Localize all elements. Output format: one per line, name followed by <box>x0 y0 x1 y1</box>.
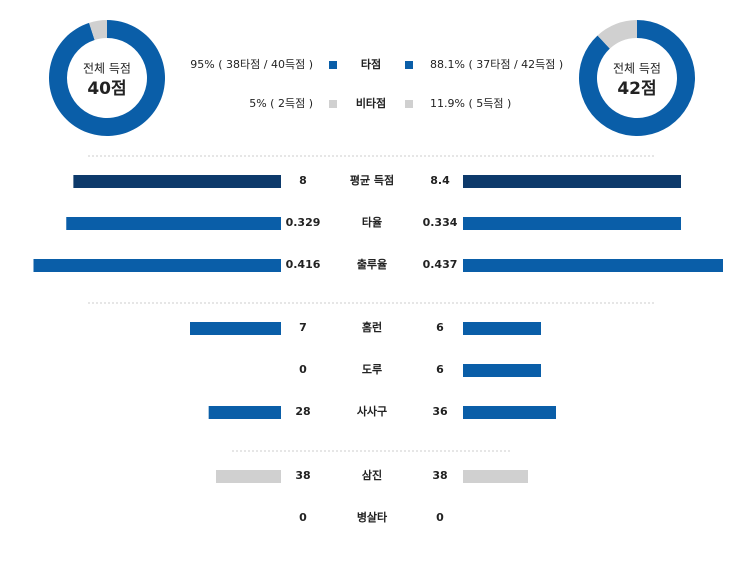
donut-segment <box>89 20 107 40</box>
right-bar <box>463 175 681 188</box>
right-share: 11.9% ( 5득점 ) <box>430 97 511 110</box>
left-share: 5% ( 2득점 ) <box>249 97 313 110</box>
stat-label: 타율 <box>362 215 382 229</box>
legend-label: 비타점 <box>356 96 386 110</box>
stat-label: 도루 <box>362 363 382 376</box>
legend-swatch <box>329 61 337 69</box>
donut-segment <box>597 20 637 49</box>
right-value: 8.4 <box>430 174 450 187</box>
right-value: 36 <box>432 405 448 418</box>
donut-total: 40점 <box>87 79 126 99</box>
legend-swatch <box>329 100 337 108</box>
legend-label: 타점 <box>361 57 381 71</box>
left-value: 7 <box>299 321 307 334</box>
donut-total: 42점 <box>617 79 656 99</box>
left-value: 0.416 <box>286 258 321 271</box>
donut-caption: 전체 득점 <box>83 62 131 76</box>
legend-swatch <box>405 100 413 108</box>
right-value: 6 <box>436 321 444 334</box>
left-bar <box>33 259 281 272</box>
stat-label: 홈런 <box>362 320 382 334</box>
left-bar <box>208 406 281 419</box>
right-value: 0 <box>436 511 444 524</box>
stat-label: 삼진 <box>362 468 382 482</box>
stat-label: 병살타 <box>357 510 388 524</box>
stat-label: 평균 득점 <box>350 173 394 187</box>
stat-label: 출루율 <box>357 257 387 271</box>
stat-label: 사사구 <box>357 404 387 418</box>
left-value: 8 <box>299 174 307 187</box>
right-bar <box>463 259 723 272</box>
left-bar <box>73 175 281 188</box>
right-bar <box>463 322 541 335</box>
left-value: 0.329 <box>286 216 321 229</box>
right-bar <box>463 364 541 377</box>
left-value: 0 <box>299 511 307 524</box>
donut-segment <box>579 20 695 136</box>
right-bar <box>463 470 528 483</box>
donut-caption: 전체 득점 <box>613 62 661 76</box>
left-value: 0 <box>299 363 307 376</box>
right-bar <box>463 217 681 230</box>
left-bar <box>216 470 281 483</box>
right-value: 0.334 <box>423 216 458 229</box>
donut-segment <box>48 20 166 136</box>
legend-swatch <box>405 61 413 69</box>
left-value: 38 <box>295 469 310 482</box>
left-value: 28 <box>295 405 310 418</box>
left-bar <box>66 217 281 230</box>
right-value: 38 <box>432 469 447 482</box>
right-value: 6 <box>436 363 444 376</box>
left-bar <box>190 322 281 335</box>
right-bar <box>463 406 556 419</box>
right-share: 88.1% ( 37타점 / 42득점 ) <box>430 58 563 71</box>
right-value: 0.437 <box>423 258 458 271</box>
left-share: 95% ( 38타점 / 40득점 ) <box>190 58 313 71</box>
